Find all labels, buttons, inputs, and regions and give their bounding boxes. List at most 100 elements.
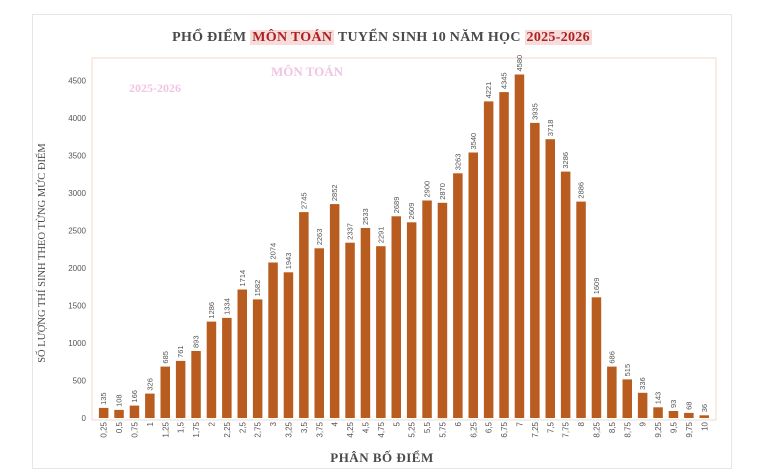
bar — [453, 173, 463, 418]
bar-value-label: 2886 — [577, 182, 586, 199]
bar-value-label: 93 — [669, 400, 678, 408]
x-tick-label: 9 — [639, 421, 648, 426]
x-tick-label: 4,5 — [362, 421, 371, 433]
x-tick-label: 2,5 — [238, 421, 247, 433]
bar — [668, 411, 679, 418]
x-tick-label: 8,5 — [608, 421, 617, 433]
bar-value-label: 1943 — [284, 253, 293, 270]
bar — [360, 228, 371, 418]
x-tick-label: 1 — [146, 421, 155, 426]
x-tick-label: 6 — [454, 421, 463, 426]
x-tick-label: 0,25 — [100, 421, 109, 437]
bar-value-label: 3540 — [469, 133, 478, 150]
title-year: 2025-2026 — [524, 30, 592, 45]
y-tick-label: 4000 — [68, 114, 86, 123]
y-tick-label: 3000 — [68, 189, 86, 198]
x-tick-label: 5,25 — [408, 421, 417, 437]
bar — [576, 201, 586, 418]
bar-value-label: 135 — [99, 392, 108, 405]
x-tick-label: 9,75 — [685, 421, 694, 437]
x-tick-label: 1,5 — [177, 421, 186, 433]
x-tick-label: 0,75 — [131, 421, 140, 437]
bar-value-label: 2852 — [330, 184, 339, 201]
bar — [191, 351, 201, 418]
x-tick-label: 8,25 — [593, 421, 602, 437]
bar-value-label: 2074 — [269, 243, 278, 260]
bar — [514, 74, 525, 418]
bar — [622, 379, 632, 418]
watermark-subject: MÔN TOÁN — [271, 64, 344, 79]
bar — [437, 202, 448, 419]
bar-value-label: 893 — [192, 335, 201, 348]
bar — [252, 299, 263, 418]
x-tick-label: 3,25 — [285, 421, 294, 437]
bar-value-label: 336 — [638, 377, 647, 390]
bar-value-label: 686 — [607, 351, 616, 364]
bars-group: 0500100015002000250030003500400045001350… — [68, 55, 709, 438]
x-tick-label: 3 — [269, 421, 278, 426]
bar-value-label: 3286 — [561, 152, 570, 169]
bar-value-label: 68 — [684, 402, 693, 410]
bar — [206, 321, 217, 418]
x-tick-label: 8 — [577, 421, 586, 426]
bar — [468, 152, 478, 418]
bar — [129, 405, 140, 418]
bar — [222, 317, 232, 418]
x-tick-label: 2 — [208, 421, 217, 426]
y-tick-label: 1000 — [68, 339, 86, 348]
bar-value-label: 2337 — [346, 223, 355, 240]
bar-value-label: 2533 — [361, 208, 370, 225]
x-tick-label: 9,5 — [670, 421, 679, 433]
x-tick-label: 7,25 — [531, 421, 540, 437]
y-tick-label: 2000 — [68, 264, 86, 273]
bar-value-label: 4345 — [500, 72, 509, 89]
plot-border — [91, 57, 717, 421]
bar — [283, 272, 294, 418]
x-tick-label: 1,75 — [192, 421, 201, 437]
bar — [391, 216, 401, 418]
y-axis-label: SỐ LƯỢNG THÍ SINH THEO TỪNG MỨC ĐIỂM — [37, 143, 48, 363]
bar-value-label: 2609 — [407, 203, 416, 220]
y-tick-label: 2500 — [68, 227, 86, 236]
bar-value-label: 761 — [176, 345, 185, 358]
bar — [530, 122, 540, 419]
x-tick-label: 6,25 — [469, 421, 478, 437]
bar-value-label: 2870 — [438, 183, 447, 200]
y-tick-label: 500 — [73, 377, 87, 386]
bar-value-label: 108 — [115, 394, 124, 407]
bar — [98, 407, 109, 418]
bar-value-label: 3935 — [530, 103, 539, 120]
x-tick-label: 3,5 — [300, 421, 309, 433]
bar-value-label: 2900 — [423, 181, 432, 198]
bar — [684, 412, 694, 418]
x-tick-label: 2,25 — [223, 421, 232, 437]
title-subject: MÔN TOÁN — [250, 30, 335, 45]
bar — [376, 246, 386, 418]
bar — [422, 200, 432, 418]
bar — [483, 101, 494, 419]
x-tick-label: 4 — [331, 421, 340, 426]
bar — [560, 171, 571, 418]
bar-value-label: 2263 — [315, 229, 324, 246]
title-part3: TUYỂN SINH 10 NĂM HỌC — [334, 30, 525, 45]
bar — [145, 393, 155, 418]
x-tick-label: 7,5 — [546, 421, 555, 433]
x-tick-label: 5,5 — [423, 421, 432, 433]
bar — [607, 366, 617, 418]
x-tick-label: 0,5 — [115, 421, 124, 433]
bar-value-label: 1286 — [207, 302, 216, 319]
y-tick-label: 4500 — [68, 77, 86, 86]
x-tick-label: 5,75 — [439, 421, 448, 437]
bar-value-label: 166 — [130, 390, 139, 403]
y-tick-label: 3500 — [68, 152, 86, 161]
bar-value-label: 3718 — [546, 120, 555, 137]
bar-value-label: 1582 — [253, 280, 262, 297]
bar — [268, 262, 278, 418]
bar — [545, 139, 555, 418]
x-axis-label: PHÂN BỐ ĐIỂM — [330, 450, 434, 465]
bar — [637, 392, 648, 418]
x-tick-label: 7,75 — [562, 421, 571, 437]
bar — [175, 360, 186, 418]
bar-value-label: 36 — [700, 404, 709, 412]
x-tick-label: 10 — [700, 421, 709, 430]
